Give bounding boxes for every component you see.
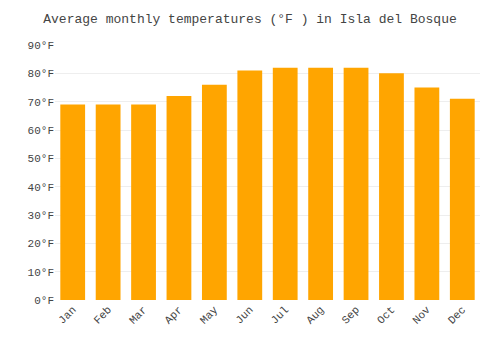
svg-text:Jun: Jun xyxy=(233,304,255,326)
svg-text:Sep: Sep xyxy=(340,304,362,326)
svg-text:Dec: Dec xyxy=(446,304,468,326)
svg-text:Nov: Nov xyxy=(410,304,433,327)
svg-text:10°F: 10°F xyxy=(28,267,54,279)
svg-text:80°F: 80°F xyxy=(28,68,54,80)
svg-text:20°F: 20°F xyxy=(28,238,54,250)
svg-text:May: May xyxy=(198,304,221,327)
svg-text:0°F: 0°F xyxy=(34,295,54,307)
svg-text:Oct: Oct xyxy=(375,304,397,326)
svg-text:Feb: Feb xyxy=(92,304,114,326)
svg-text:70°F: 70°F xyxy=(28,97,54,109)
svg-text:50°F: 50°F xyxy=(28,153,54,165)
svg-text:40°F: 40°F xyxy=(28,182,54,194)
svg-text:Jan: Jan xyxy=(56,304,78,326)
svg-text:Aug: Aug xyxy=(304,304,326,326)
svg-text:Mar: Mar xyxy=(127,304,149,326)
svg-text:90°F: 90°F xyxy=(28,40,54,52)
svg-text:30°F: 30°F xyxy=(28,210,54,222)
svg-text:Apr: Apr xyxy=(162,304,184,326)
svg-text:Jul: Jul xyxy=(269,304,291,326)
svg-text:Average monthly temperatures (: Average monthly temperatures (°F ) in Is… xyxy=(43,12,456,27)
svg-text:60°F: 60°F xyxy=(28,125,54,137)
